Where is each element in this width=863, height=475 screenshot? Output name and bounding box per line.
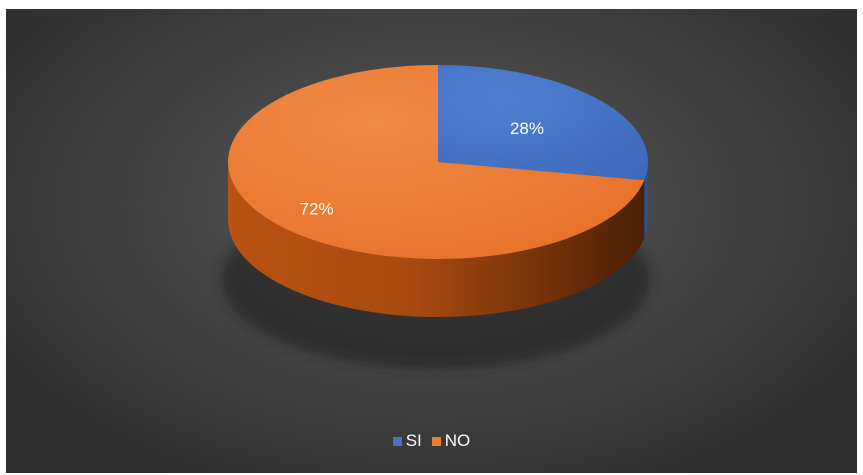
pie-sides xyxy=(228,162,648,318)
pie-chart: 28% 72% xyxy=(221,65,651,369)
data-label-si: 28% xyxy=(510,119,544,138)
legend-item-no: NO xyxy=(431,431,471,451)
legend: SI NO xyxy=(6,431,857,451)
pie-slice-no xyxy=(228,65,645,259)
chart-area: 28% 72% SI NO xyxy=(6,9,857,473)
pie-slice-si xyxy=(438,65,649,181)
legend-item-si: SI xyxy=(392,431,422,451)
legend-label-no: NO xyxy=(444,431,471,450)
pie-tops xyxy=(228,65,649,259)
legend-swatch-si xyxy=(392,436,402,446)
data-label-no: 72% xyxy=(300,199,334,218)
pie-side-no xyxy=(228,162,645,318)
legend-label-si: SI xyxy=(405,431,422,450)
legend-swatch-no xyxy=(431,436,441,446)
pie-labels: 28% 72% xyxy=(300,119,544,218)
pie-side-si xyxy=(644,162,648,239)
